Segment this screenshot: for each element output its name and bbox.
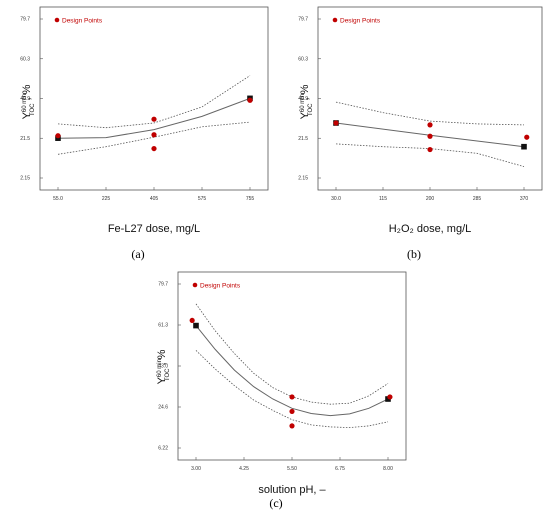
x-axis-label: H₂O₂ dose, mg/L — [389, 223, 472, 235]
y-tick-label: 60.3 — [298, 56, 308, 62]
design-point — [333, 120, 339, 126]
y-tick-label: 79.7 — [20, 17, 30, 23]
x-axis-label: solution pH, – — [258, 484, 326, 496]
design-point — [151, 132, 157, 138]
x-tick-label: 405 — [150, 196, 159, 202]
legend-marker — [332, 17, 338, 23]
ci-upper-band — [57, 75, 251, 129]
design-point — [289, 394, 295, 400]
panel-caption: (b) — [407, 247, 421, 261]
x-tick-label: 225 — [102, 196, 111, 202]
x-tick-label: 30.0 — [331, 196, 341, 202]
ci-lower-band — [195, 350, 389, 429]
design-point — [289, 408, 295, 415]
panel-caption: (c) — [269, 496, 282, 510]
x-tick-label: 3.00 — [191, 466, 201, 472]
legend-label: Design Points — [200, 283, 241, 290]
design-point — [151, 116, 157, 122]
center-point — [521, 143, 527, 150]
y-tick-label: 21.5 — [20, 136, 30, 142]
design-point — [387, 394, 393, 400]
design-point — [55, 133, 61, 139]
legend-marker — [54, 17, 60, 23]
x-tick-label: 755 — [246, 196, 255, 202]
design-point — [427, 146, 433, 153]
y-axis-label: Y60 min TOC, % — [299, 84, 314, 119]
y-tick-label: 6.22 — [158, 446, 168, 452]
design-point — [247, 97, 253, 103]
center-point — [385, 396, 391, 402]
y-tick-label: 79.7 — [158, 282, 168, 288]
fit-line — [195, 325, 389, 417]
x-axis-label: Fe-L27 dose, mg/L — [108, 223, 200, 235]
chart-panel-1: 79.7 60.3 40.9 21.5 2.15 55.0 225 405 575 755 Desi… — [20, 6, 269, 261]
x-tick-label: 8.00 — [383, 466, 393, 472]
y-axis-label: Y60 min TOC, % — [21, 84, 36, 119]
y-tick-label: 61.3 — [158, 323, 168, 329]
panel-caption: (a) — [131, 247, 144, 261]
y-tick-label: 2.15 — [20, 176, 30, 182]
x-tick-label: 200 — [426, 196, 435, 202]
design-point — [427, 122, 433, 128]
ci-lower-band — [57, 121, 251, 155]
chart-panel-2: 79.7 60.3 40.9 21.5 2.15 30.0 115 200 285 370 Desi… — [298, 6, 543, 261]
design-point — [189, 317, 195, 324]
plot-frame — [39, 6, 269, 191]
design-point — [151, 145, 157, 152]
y-tick-label: 60.3 — [20, 56, 30, 62]
chart-panel-3: 79.7 61.3 43.0 24.6 6.22 3.00 4.25 5.50 6.75 8.00… — [156, 271, 407, 510]
x-tick-label: 55.0 — [53, 196, 63, 202]
x-tick-label: 4.25 — [239, 466, 249, 472]
center-point — [193, 322, 199, 329]
y-tick-label: 24.6 — [158, 405, 168, 411]
y-tick-label: 40.9 — [20, 96, 30, 102]
plot-frame — [317, 6, 543, 191]
x-tick-label: 115 — [379, 196, 387, 202]
x-tick-label: 6.75 — [335, 466, 345, 472]
x-tick-label: 575 — [198, 196, 207, 202]
y-tick-label: 40.9 — [298, 96, 308, 102]
y-tick-label: 43.0 — [158, 364, 168, 370]
y-tick-label: 79.7 — [298, 17, 308, 23]
x-tick-label: 370 — [520, 196, 529, 202]
x-tick-label: 285 — [473, 196, 482, 202]
y-tick-label: 2.15 — [298, 176, 308, 182]
design-point — [524, 134, 530, 140]
design-point — [289, 423, 295, 429]
legend-label: Design Points — [340, 18, 381, 25]
legend-marker — [192, 282, 198, 288]
legend-label: Design Points — [62, 18, 103, 25]
x-tick-label: 5.50 — [287, 466, 297, 472]
y-axis-label: Y60 min TOC, % — [156, 349, 171, 384]
fit-line — [57, 97, 251, 139]
design-point — [427, 133, 433, 139]
plot-frame — [177, 271, 407, 461]
y-tick-label: 21.5 — [298, 136, 308, 142]
